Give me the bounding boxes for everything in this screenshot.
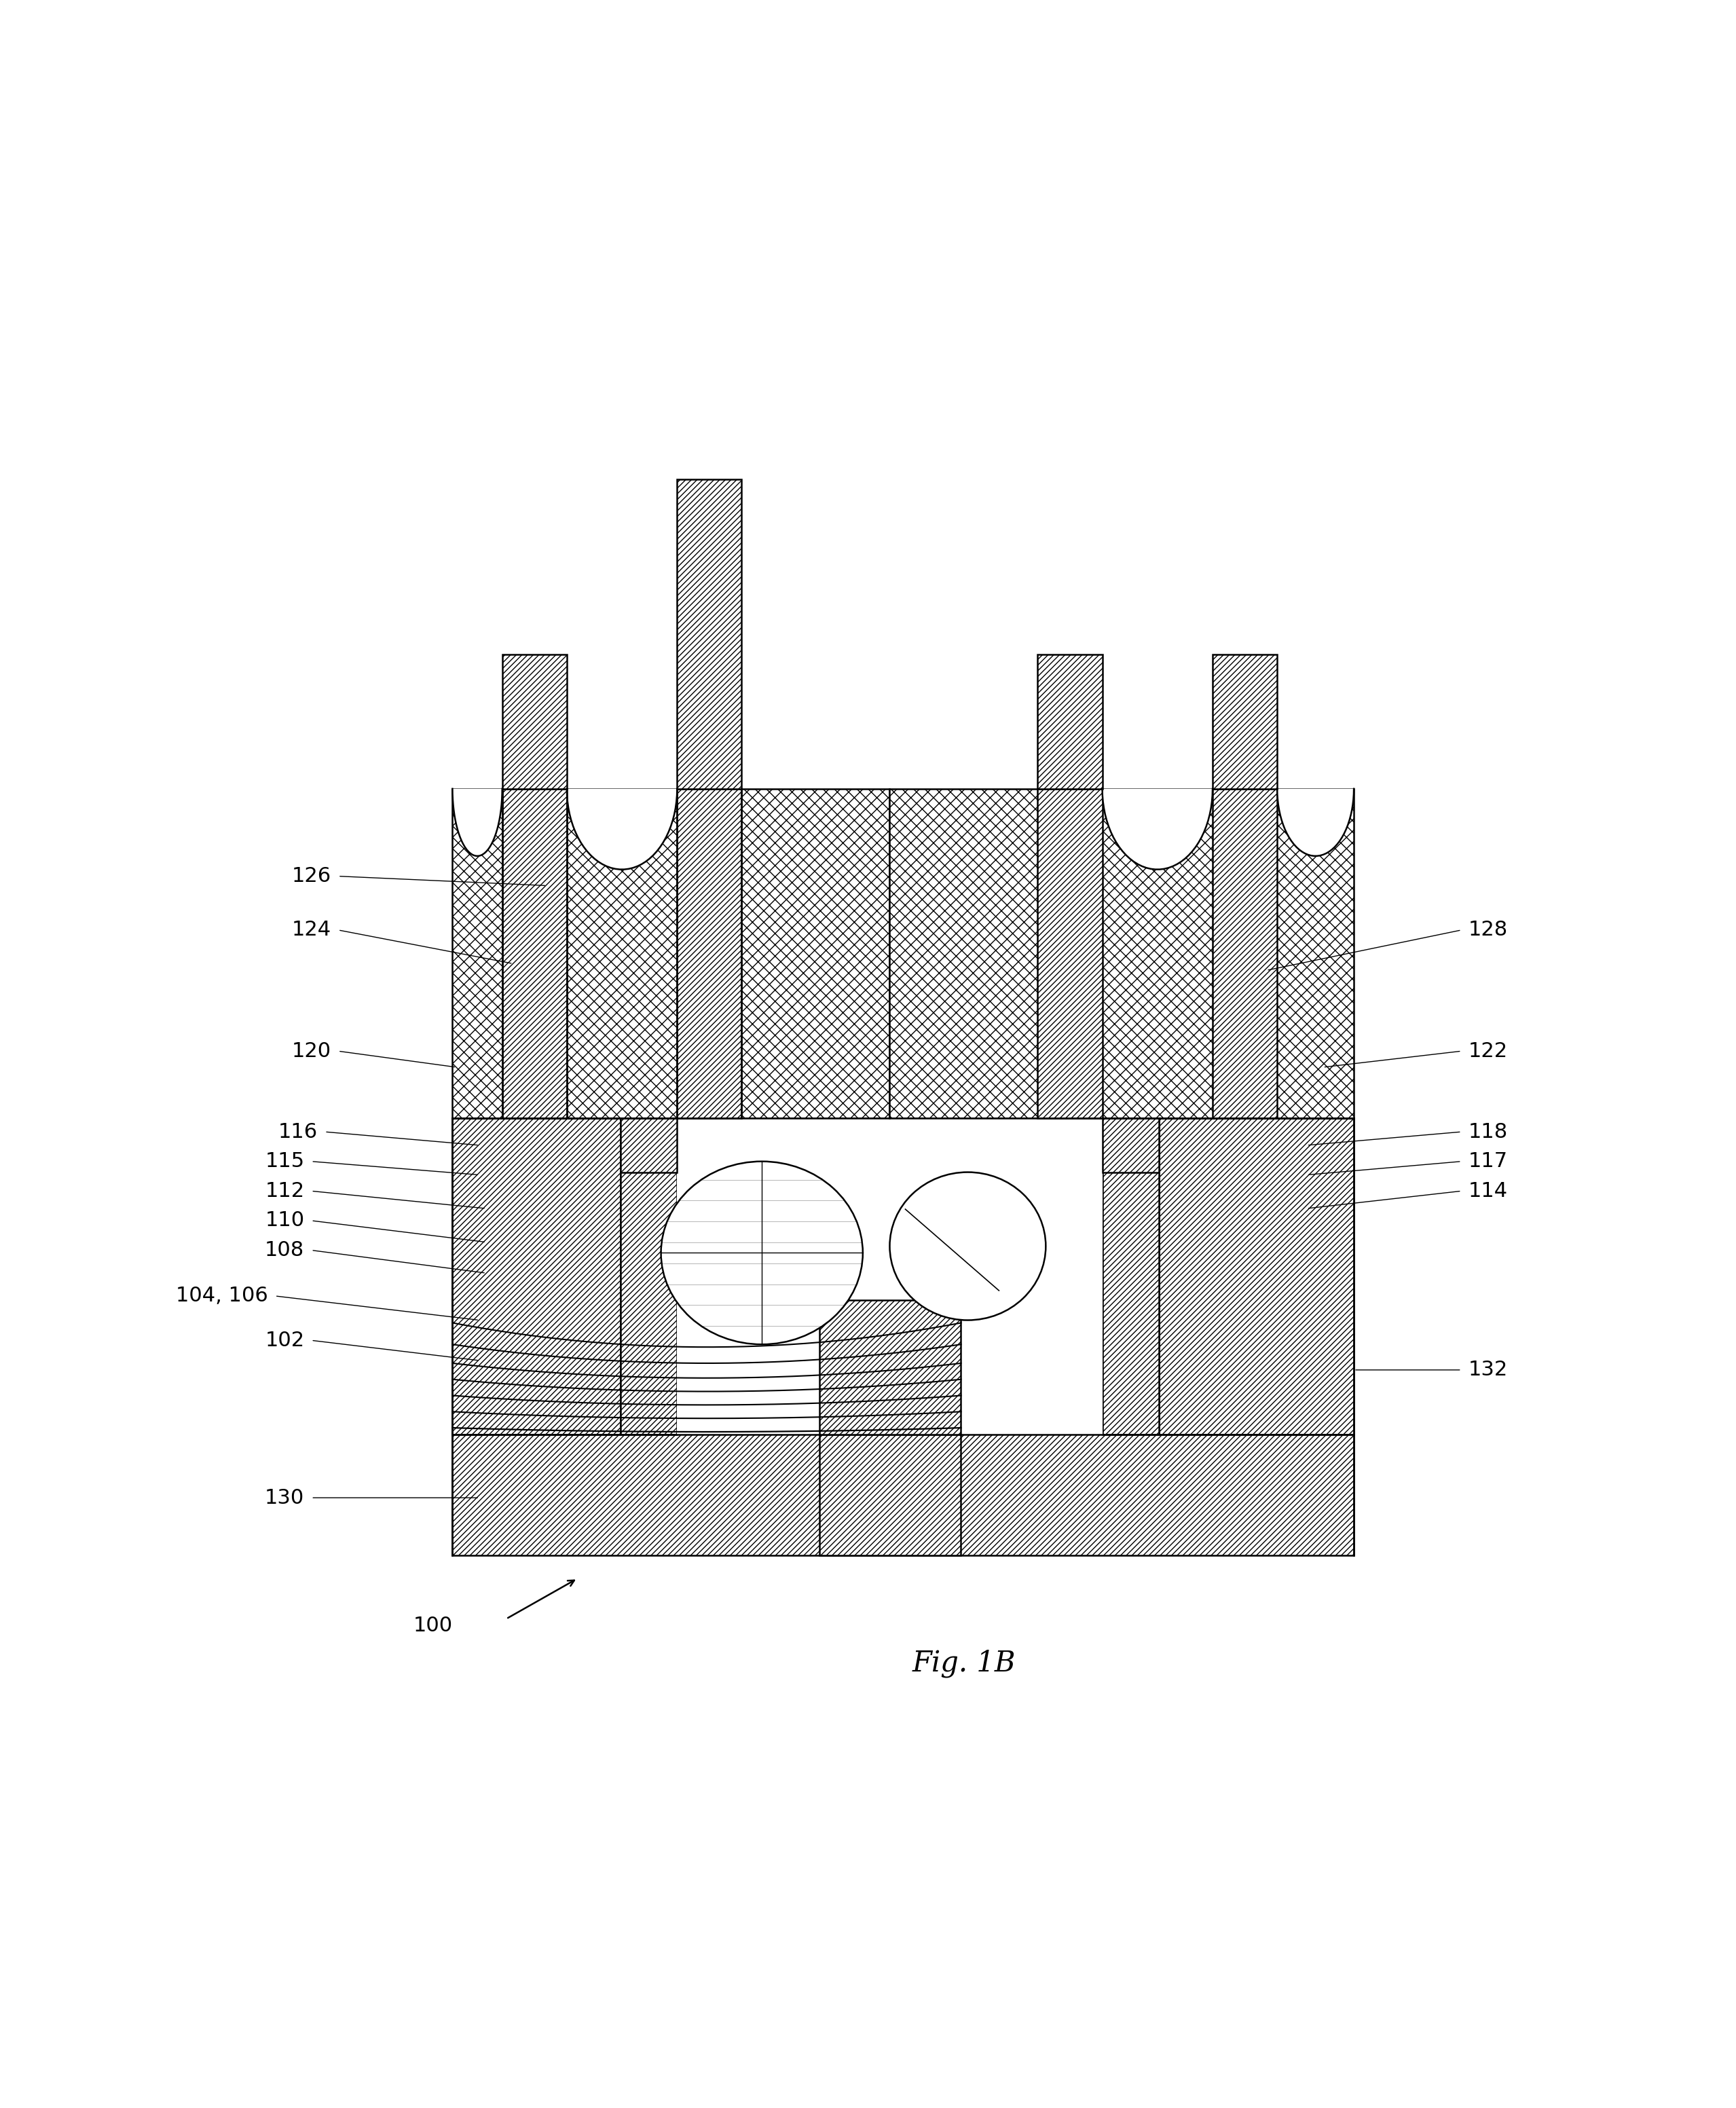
Text: 108: 108 (266, 1240, 304, 1261)
Bar (677, 1119, 1102, 1436)
Text: Fig. 1B: Fig. 1B (911, 1648, 1016, 1678)
Bar (889, 788, 1354, 1119)
Text: 115: 115 (266, 1151, 304, 1172)
Text: 104, 106: 104, 106 (175, 1286, 267, 1305)
Polygon shape (1102, 788, 1212, 868)
Bar (1212, 653, 1278, 788)
Text: 112: 112 (266, 1180, 304, 1202)
Polygon shape (566, 788, 677, 868)
Ellipse shape (661, 1162, 863, 1345)
Bar (1102, 1119, 1160, 1172)
Text: 122: 122 (1469, 1041, 1507, 1060)
Text: 114: 114 (1469, 1180, 1507, 1202)
Bar (819, 1436, 962, 1556)
Polygon shape (1278, 788, 1354, 856)
Text: 126: 126 (292, 866, 332, 885)
Bar (1160, 1119, 1354, 1436)
Bar (621, 1119, 677, 1436)
Bar (453, 788, 889, 1119)
Bar (502, 788, 566, 1119)
Bar (819, 1301, 962, 1436)
Bar (677, 788, 741, 1119)
Bar (1038, 788, 1102, 1119)
Text: 128: 128 (1469, 921, 1509, 940)
Text: 132: 132 (1469, 1360, 1509, 1381)
Ellipse shape (891, 1172, 1045, 1320)
Text: 118: 118 (1469, 1121, 1509, 1143)
Polygon shape (453, 788, 502, 856)
Bar (1212, 788, 1278, 1119)
Text: 116: 116 (278, 1121, 318, 1143)
Text: 117: 117 (1469, 1151, 1507, 1172)
Text: 130: 130 (266, 1488, 304, 1507)
Bar (453, 1119, 621, 1436)
Text: 120: 120 (292, 1041, 332, 1060)
Bar (502, 653, 566, 788)
Text: 124: 124 (292, 921, 332, 940)
Bar (677, 479, 741, 788)
Bar (502, 788, 566, 1119)
Bar (677, 788, 741, 1119)
Text: 102: 102 (266, 1330, 304, 1351)
Bar (453, 1431, 1354, 1556)
Bar (1102, 1119, 1160, 1436)
Bar (1038, 653, 1102, 788)
Bar (621, 1119, 677, 1172)
Text: 100: 100 (413, 1615, 453, 1636)
Text: 110: 110 (266, 1210, 304, 1231)
